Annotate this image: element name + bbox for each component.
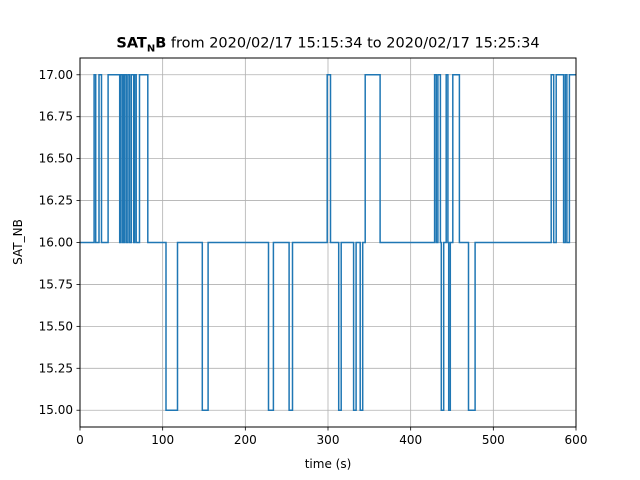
y-tick-label: 16.25 xyxy=(39,194,73,208)
x-tick-label: 300 xyxy=(317,433,340,447)
title-var-main: SAT xyxy=(116,36,147,52)
grid-lines xyxy=(79,58,577,427)
y-tick-label: 17.00 xyxy=(39,68,73,82)
x-tick-label: 0 xyxy=(76,433,84,447)
series-group xyxy=(80,74,576,411)
x-tick-label: 600 xyxy=(565,433,588,447)
x-axis-ticks: 0 100 200 300 400 500 600 xyxy=(76,427,587,447)
series-line xyxy=(80,74,576,411)
y-tick-label: 16.75 xyxy=(39,110,73,124)
title-range: from 2020/02/17 15:15:34 to 2020/02/17 1… xyxy=(166,36,539,52)
y-tick-label: 15.00 xyxy=(39,403,73,417)
title-var-sub: N xyxy=(147,44,155,55)
y-axis-ticks: 15.00 15.25 15.50 15.75 16.00 16.25 16.50 16.75… xyxy=(39,68,80,417)
y-tick-label: 15.75 xyxy=(39,277,73,291)
y-tick-label: 15.50 xyxy=(39,319,73,333)
x-tick-label: 100 xyxy=(151,433,174,447)
y-axis-label: SAT_NB xyxy=(11,219,25,265)
x-tick-label: 500 xyxy=(482,433,505,447)
x-axis-label: time (s) xyxy=(305,457,352,471)
x-tick-label: 400 xyxy=(399,433,422,447)
y-tick-label: 15.25 xyxy=(39,361,73,375)
title-var-tail: B xyxy=(155,36,166,52)
y-tick-label: 16.50 xyxy=(39,152,73,166)
y-tick-label: 16.00 xyxy=(39,236,73,250)
chart-title: SATNB from 2020/02/17 15:15:34 to 2020/0… xyxy=(116,36,539,55)
x-tick-label: 200 xyxy=(234,433,257,447)
